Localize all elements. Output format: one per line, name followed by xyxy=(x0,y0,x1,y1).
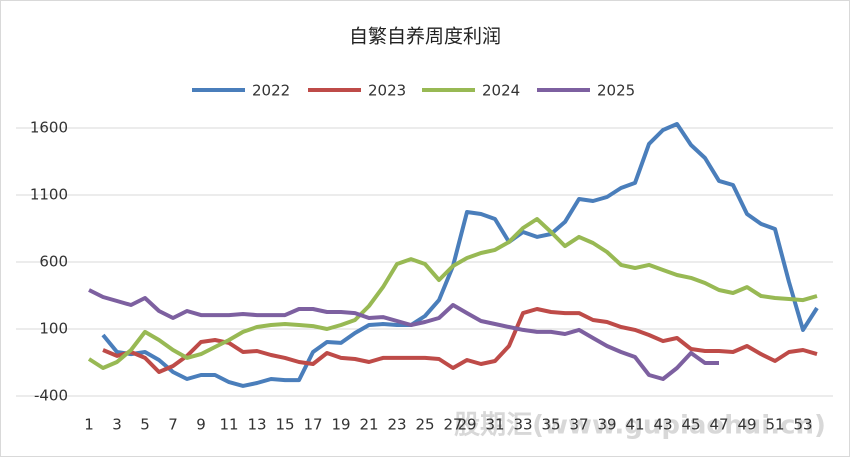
x-tick-label: 25 xyxy=(415,416,434,434)
x-tick-label: 29 xyxy=(457,416,476,434)
x-tick-label: 47 xyxy=(709,416,728,434)
x-tick-label: 35 xyxy=(541,416,560,434)
x-tick-label: 33 xyxy=(513,416,532,434)
legend-label: 2022 xyxy=(252,82,290,100)
x-tick-label: 31 xyxy=(485,416,504,434)
x-tick-label: 17 xyxy=(303,416,322,434)
watermark: 股期汇(www.gupiaohui.cn) xyxy=(454,411,826,441)
y-tick-label: 100 xyxy=(39,320,68,338)
series-line xyxy=(87,217,818,370)
x-tick-label: 39 xyxy=(597,416,616,434)
series-line xyxy=(88,288,719,381)
x-tick-label: 5 xyxy=(140,416,150,434)
x-tick-label: 51 xyxy=(765,416,784,434)
x-tick-label: 7 xyxy=(168,416,178,434)
x-tick-label: 9 xyxy=(196,416,206,434)
x-tick-label: 21 xyxy=(359,416,378,434)
series-line xyxy=(101,122,819,388)
x-tick-label: 37 xyxy=(569,416,588,434)
x-tick-label: 53 xyxy=(793,416,812,434)
x-tick-label: 43 xyxy=(653,416,672,434)
x-tick-label: 11 xyxy=(219,416,238,434)
x-tick-label: 27 xyxy=(443,416,462,434)
y-tick-label: 1100 xyxy=(30,186,68,204)
y-tick-label: -400 xyxy=(34,387,68,405)
x-tick-label: 23 xyxy=(387,416,406,434)
x-tick-label: 41 xyxy=(625,416,644,434)
x-tick-label: 13 xyxy=(247,416,266,434)
legend-label: 2023 xyxy=(368,82,406,100)
x-tick-label: 3 xyxy=(112,416,122,434)
y-tick-label: 600 xyxy=(39,253,68,271)
x-tick-label: 15 xyxy=(275,416,294,434)
chart-title: 自繁自养周度利润 xyxy=(349,26,501,48)
x-tick-label: 19 xyxy=(331,416,350,434)
y-tick-label: 1600 xyxy=(30,119,68,137)
legend-label: 2024 xyxy=(482,82,520,100)
x-tick-label: 49 xyxy=(737,416,756,434)
x-tick-label: 1 xyxy=(84,416,94,434)
x-tick-label: 45 xyxy=(681,416,700,434)
legend-label: 2025 xyxy=(597,82,635,100)
